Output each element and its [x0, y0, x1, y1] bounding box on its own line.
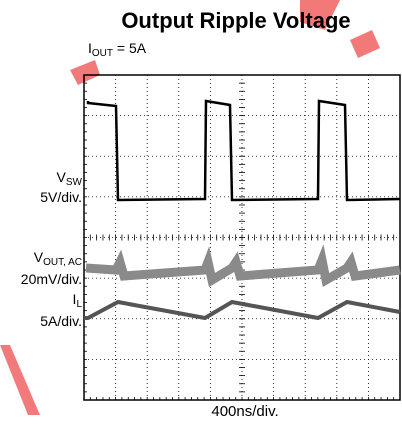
channel-scale: 5V/div.: [40, 189, 82, 205]
channel-name-sub: L: [76, 299, 82, 310]
channel-scale: 5A/div.: [40, 313, 82, 329]
channel-name-sub: OUT, AC: [43, 257, 82, 268]
subtitle-sub: OUT: [92, 48, 113, 59]
subtitle: IOUT = 5A: [88, 40, 147, 59]
channel-name: VOUT, AC: [34, 249, 82, 268]
grid: [84, 75, 400, 400]
watermark: [0, 0, 380, 415]
timebase: 400ns/div.: [211, 403, 278, 420]
channel-name: VSW: [57, 169, 83, 188]
channel-scale: 20mV/div.: [21, 271, 82, 287]
title: Output Ripple Voltage: [121, 8, 350, 33]
page: {"title": "Output Ripple Voltage", "subt…: [0, 0, 402, 424]
scope-figure: Output Ripple Voltage IOUT = 5A VSW 5V/d…: [0, 0, 402, 424]
channel-name-sub: SW: [66, 177, 83, 188]
subtitle-rest: = 5A: [113, 40, 147, 56]
channel-name: IL: [73, 291, 83, 310]
